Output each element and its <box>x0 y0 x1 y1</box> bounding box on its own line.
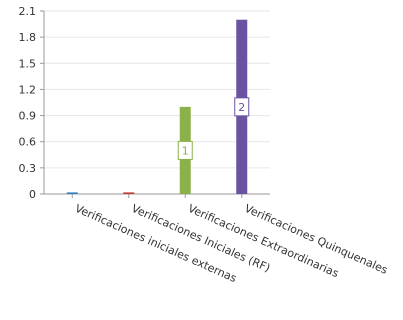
data-labels: 12 <box>177 97 250 160</box>
data-label: 2 <box>234 97 250 117</box>
y-tick-label: 0.6 <box>19 136 37 149</box>
data-label-box <box>234 97 250 117</box>
data-label-text: 2 <box>238 101 245 114</box>
chart-axes <box>43 11 270 195</box>
bar[interactable] <box>123 192 135 194</box>
grid-lines <box>44 10 270 169</box>
y-tick-label: 0 <box>29 188 36 201</box>
y-axis-ticks: 0 0.3 0.6 0.9 1.2 1.5 1.8 2.1 <box>19 5 44 201</box>
bar[interactable] <box>66 192 78 194</box>
y-tick-label: 2.1 <box>19 5 37 18</box>
data-label: 1 <box>177 140 193 160</box>
y-tick-label: 1.5 <box>19 57 37 70</box>
y-tick-label: 1.2 <box>19 83 37 96</box>
y-tick-label: 0.3 <box>19 162 37 175</box>
y-tick-label: 1.8 <box>19 31 37 44</box>
y-tick-label: 0.9 <box>19 110 37 123</box>
x-axis-ticks: Verificaciones iniciales externasVerific… <box>71 194 390 285</box>
data-label-text: 1 <box>182 144 189 157</box>
data-label-box <box>177 140 193 160</box>
